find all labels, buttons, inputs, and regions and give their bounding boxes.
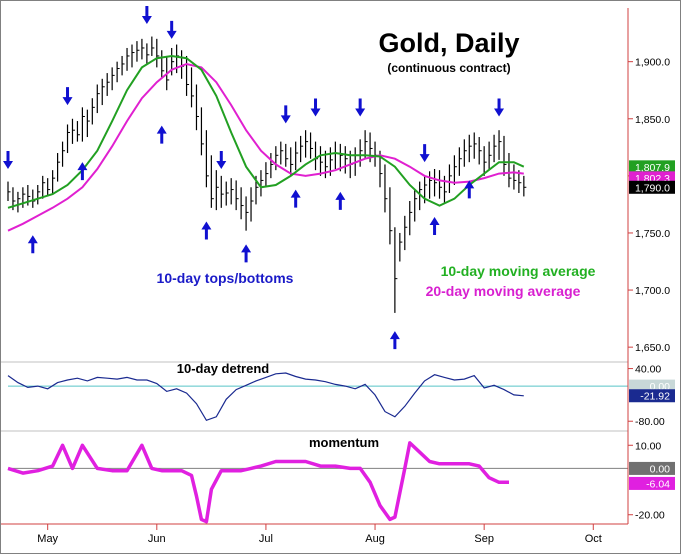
chart-title: Gold, Daily [378, 28, 519, 58]
price-axis-tick-label: 1,700.0 [635, 285, 670, 297]
momentum-badge [629, 461, 675, 475]
annotation-momentum: momentum [309, 435, 379, 450]
detrend-badge-label: -21.92 [640, 391, 670, 403]
price-panel [3, 5, 527, 350]
price-axis-tick-label: 1,900.0 [635, 57, 670, 69]
momentum-badge [629, 476, 675, 490]
ma20-line [7, 62, 524, 232]
top-arrow-icon [62, 87, 73, 106]
price-badge-label: 1,807.9 [635, 162, 670, 174]
bottom-arrow-icon [27, 235, 38, 254]
price-axis-tick-label: 1,850.0 [635, 114, 670, 126]
top-arrow-icon [280, 105, 291, 124]
grid-layer [1, 361, 628, 432]
top-arrow-icon [141, 5, 152, 24]
bottom-arrow-icon [464, 180, 475, 199]
top-arrow-icon [419, 144, 430, 163]
bottom-arrow-icon [241, 244, 252, 263]
momentum-axis-tick-label: -20.00 [635, 510, 665, 522]
bottom-arrow-icon [429, 216, 440, 235]
annotation-tops-bottoms: 10-day tops/bottoms [157, 270, 294, 286]
annotation-ma20: 20-day moving average [426, 283, 581, 299]
detrend-panel [7, 372, 628, 422]
top-arrow-icon [310, 98, 321, 117]
bottom-arrow-icon [77, 162, 88, 181]
detrend-line [7, 372, 524, 422]
axis-layer: MayJunJulAugSepOct1,900.01,850.01,800.01… [1, 8, 675, 545]
bottom-arrow-icon [156, 125, 167, 144]
bottom-arrow-icon [201, 221, 212, 240]
momentum-badge-label: -6.04 [646, 478, 670, 490]
x-tick-label: Jun [148, 533, 166, 545]
annotation-detrend: 10-day detrend [177, 361, 270, 376]
momentum-axis-tick-label: 10.00 [635, 440, 661, 452]
detrend-axis-tick-label: 40.00 [635, 364, 661, 376]
price-badge [629, 160, 675, 174]
momentum-panel [7, 441, 628, 524]
x-tick-label: Oct [585, 533, 602, 545]
x-tick-label: Jul [259, 533, 273, 545]
price-axis-tick-label: 1,650.0 [635, 342, 670, 354]
top-arrow-icon [166, 20, 177, 39]
bottom-arrow-icon [335, 191, 346, 210]
x-tick-label: Aug [365, 533, 385, 545]
x-tick-label: Sep [474, 533, 494, 545]
detrend-axis-tick-label: -80.00 [635, 416, 665, 428]
x-tick-label: May [37, 533, 58, 545]
top-arrow-icon [494, 98, 505, 117]
price-badge-label: 1,790.0 [635, 182, 670, 194]
momentum-line [7, 441, 509, 524]
detrend-badge [629, 389, 675, 403]
top-arrow-icon [3, 151, 13, 170]
price-axis-tick-label: 1,750.0 [635, 228, 670, 240]
bottom-arrow-icon [389, 331, 400, 350]
price-badge [629, 180, 675, 194]
ma10-line [7, 54, 525, 209]
momentum-badge-label: 0.00 [650, 463, 671, 475]
top-arrow-icon [216, 151, 227, 170]
annotation-ma10: 10-day moving average [441, 263, 596, 279]
bottom-arrow-icon [290, 189, 301, 208]
chart-subtitle: (continuous contract) [387, 61, 510, 75]
top-arrow-icon [355, 98, 366, 117]
